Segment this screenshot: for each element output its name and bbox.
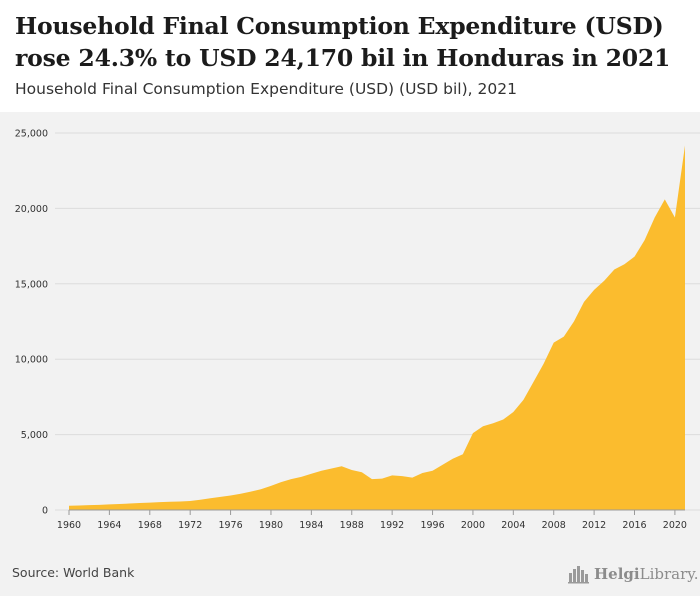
source-note: Source: World Bank: [12, 565, 135, 580]
x-tick-label: 1968: [138, 520, 162, 531]
x-tick-label: 2016: [622, 520, 646, 531]
brand-logo[interactable]: HelgiLibrary.: [568, 561, 699, 587]
area-chart: 0 5,000 10,000 15,000 20,000 25,000 1960 1964 19…: [15, 129, 700, 531]
x-tick-label: 2012: [582, 520, 606, 531]
x-tick-label: 2000: [461, 520, 485, 531]
series-area: [69, 145, 685, 510]
y-tick-label: 5,000: [21, 430, 48, 441]
x-tick-label: 1960: [57, 520, 81, 531]
x-tick-label: 1988: [340, 520, 364, 531]
y-tick-label: 15,000: [15, 279, 48, 290]
x-tick-label: 1984: [299, 520, 323, 531]
x-tick-label: 1992: [380, 520, 404, 531]
y-tick-label: 0: [42, 506, 48, 517]
x-tick-label: 2004: [501, 520, 525, 531]
x-tick-label: 2020: [663, 520, 687, 531]
brand-suffix: Library.: [639, 565, 699, 583]
x-tick-label: 2008: [542, 520, 566, 531]
chart-title: Household Final Consumption Expenditure …: [15, 12, 671, 72]
brand-name: Helgi: [594, 565, 640, 583]
chart-header: Household Final Consumption Expenditure …: [0, 0, 700, 112]
x-tick-label: 1976: [218, 520, 242, 531]
y-tick-label: 10,000: [15, 355, 48, 366]
city-skyline-icon: [568, 566, 589, 584]
y-tick-label: 20,000: [15, 204, 48, 215]
y-tick-label: 25,000: [15, 129, 48, 140]
x-tick-label: 1972: [178, 520, 202, 531]
x-tick-label: 1964: [97, 520, 121, 531]
x-tick-label: 1980: [259, 520, 283, 531]
x-tick-label: 1996: [420, 520, 444, 531]
chart-subtitle: Household Final Consumption Expenditure …: [15, 80, 517, 98]
